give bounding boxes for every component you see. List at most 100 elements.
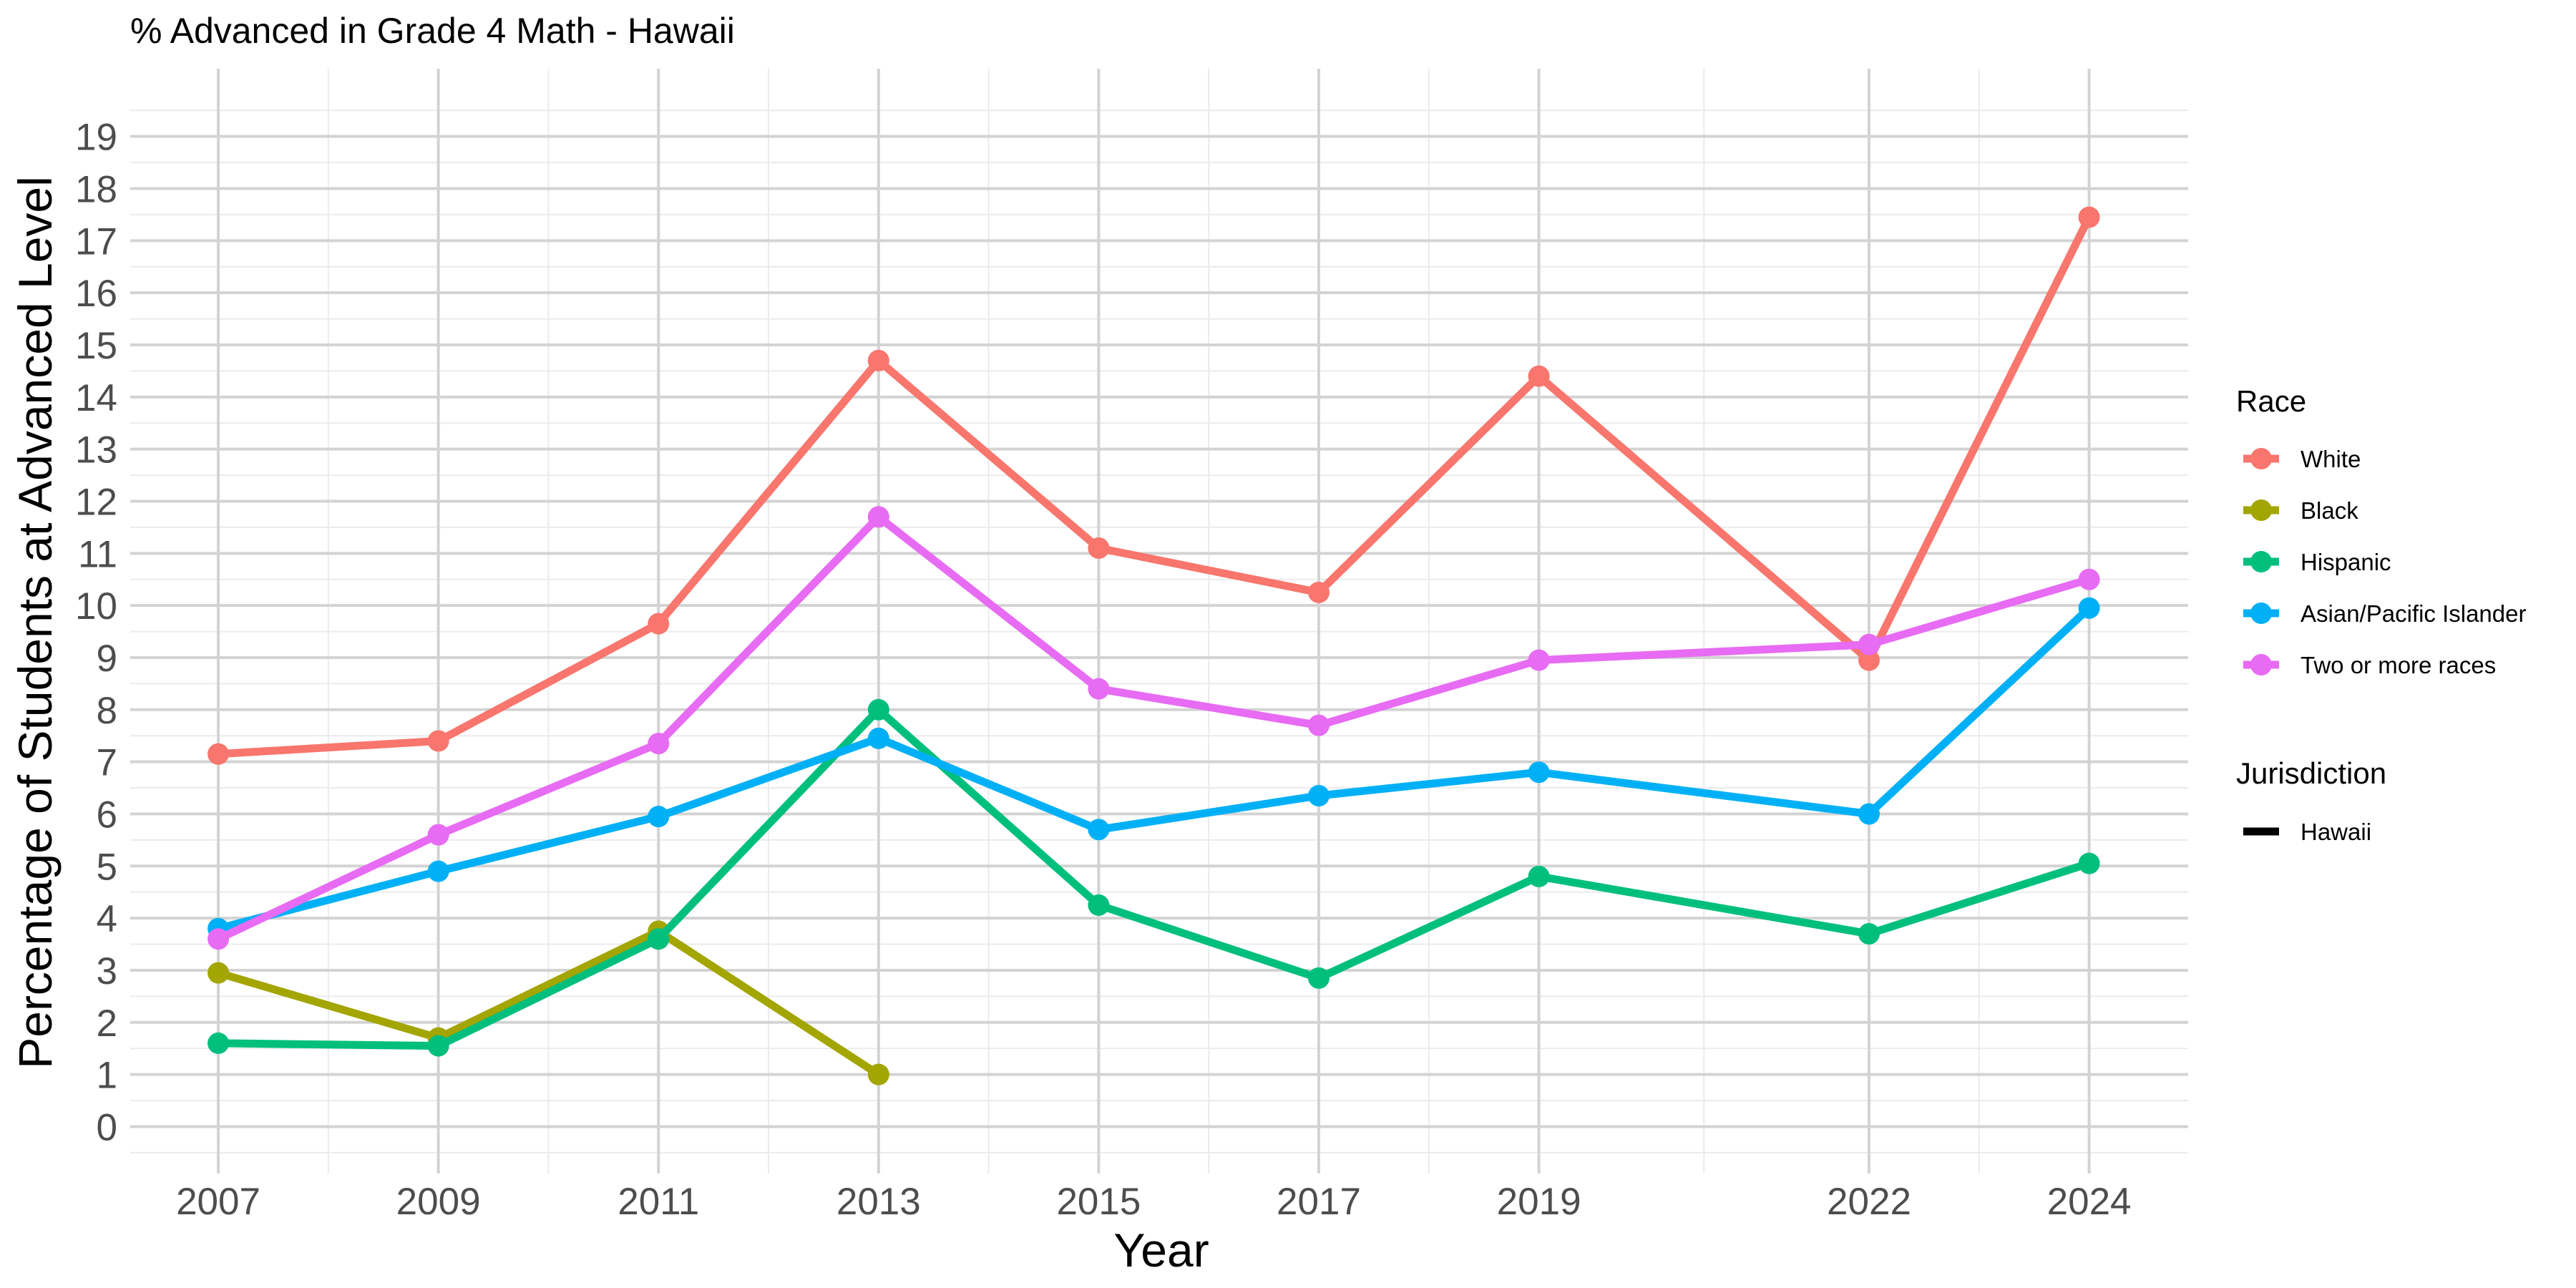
legend-item: White [2243, 446, 2361, 472]
series-line-hispanic [218, 706, 2091, 1050]
legend-label: Hawaii [2301, 819, 2371, 845]
data-point-white [648, 613, 670, 635]
data-point-asian-pacific-islander [1528, 761, 1550, 784]
data-point-white [208, 743, 230, 765]
y-tick-label: 18 [75, 169, 117, 211]
y-tick-label: 9 [97, 638, 117, 680]
data-point-white [867, 349, 889, 371]
data-point-white [1858, 649, 1880, 671]
legend-key-point [2250, 448, 2272, 469]
series-line-asian-pacific-islander [217, 605, 2092, 933]
data-point-two-or-more-races [1858, 633, 1880, 655]
data-point-white [1308, 581, 1330, 603]
data-point-asian-pacific-islander [1858, 803, 1880, 825]
data-point-hispanic [2078, 852, 2100, 874]
y-tick-label: 1 [97, 1055, 117, 1097]
y-tick-label: 10 [75, 585, 117, 628]
data-point-hispanic [208, 1032, 230, 1054]
y-tick-label: 19 [75, 117, 117, 159]
data-point-two-or-more-races [427, 824, 449, 846]
x-tick-label: 2022 [1827, 1181, 1911, 1223]
data-point-hispanic [867, 698, 889, 721]
x-tick-label: 2009 [396, 1181, 481, 1223]
x-tick-label: 2011 [618, 1181, 699, 1223]
y-tick-label: 12 [75, 481, 117, 523]
data-point-two-or-more-races [1308, 714, 1330, 736]
data-point-asian-pacific-islander [2078, 597, 2100, 619]
y-tick-label: 0 [97, 1106, 117, 1148]
x-tick-label: 2019 [1497, 1181, 1581, 1223]
legend-item: Hawaii [2243, 819, 2371, 845]
data-point-asian-pacific-islander [867, 727, 889, 749]
y-tick-label: 7 [97, 742, 117, 784]
data-point-hispanic [1308, 967, 1330, 989]
series-white [208, 206, 2100, 765]
data-point-two-or-more-races [208, 928, 230, 950]
legend-label: Asian/Pacific Islander [2301, 600, 2526, 627]
legend-title-race: Race [2236, 384, 2306, 418]
data-point-white [2078, 206, 2100, 228]
data-point-two-or-more-races [2078, 568, 2100, 590]
legend-label: Hispanic [2301, 549, 2391, 575]
y-tick-label: 13 [75, 429, 117, 472]
y-tick-label: 3 [97, 950, 117, 992]
data-point-black [867, 1063, 889, 1085]
legend-item: Hispanic [2243, 549, 2391, 575]
data-point-two-or-more-races [1088, 678, 1110, 700]
legend-item: Two or more races [2243, 652, 2496, 678]
legend-label: Two or more races [2301, 652, 2496, 678]
x-tick-label: 2007 [176, 1181, 260, 1223]
series-line-black [217, 927, 881, 1078]
y-tick-label: 4 [97, 898, 117, 940]
y-tick-label: 2 [97, 1002, 117, 1045]
y-tick-label: 8 [97, 690, 117, 732]
data-point-two-or-more-races [648, 733, 670, 755]
data-point-hispanic [1528, 865, 1550, 887]
legend-key-point [2250, 551, 2272, 572]
data-point-hispanic [1858, 922, 1880, 945]
x-axis-title: Year [1113, 1224, 1209, 1277]
chart-title: % Advanced in Grade 4 Math - Hawaii [130, 11, 735, 51]
data-point-black [208, 962, 230, 984]
x-tick-label: 2013 [836, 1181, 921, 1223]
legend-label: Black [2301, 497, 2358, 524]
legend-key-point [2250, 499, 2272, 521]
series-hispanic [208, 698, 2100, 1057]
x-tick-label: 2017 [1277, 1181, 1361, 1223]
data-point-asian-pacific-islander [1308, 784, 1330, 806]
data-point-asian-pacific-islander [648, 806, 670, 828]
y-tick-label: 14 [75, 377, 117, 419]
legend-item: Black [2243, 497, 2358, 524]
data-point-hispanic [427, 1035, 449, 1057]
series-layer [208, 206, 2100, 1085]
data-point-asian-pacific-islander [427, 860, 449, 882]
y-tick-label: 15 [75, 325, 117, 367]
series-line-two-or-more-races [216, 512, 2091, 943]
legend-item: Asian/Pacific Islander [2243, 600, 2526, 627]
x-tick-label: 2024 [2047, 1181, 2132, 1223]
y-tick-label: 11 [78, 533, 117, 575]
x-tick-label: 2015 [1056, 1181, 1141, 1223]
legend-label: White [2301, 446, 2361, 472]
data-point-white [427, 730, 449, 752]
y-axis-title: Percentage of Students at Advanced Level [9, 176, 62, 1069]
legend-key-point [2250, 654, 2272, 675]
y-tick-label: 6 [97, 794, 117, 836]
grid-layer [130, 69, 2188, 1174]
data-point-two-or-more-races [1528, 649, 1550, 671]
legend-title-jurisdiction: Jurisdiction [2236, 756, 2386, 790]
data-point-white [1088, 537, 1110, 560]
series-asian-pacific-islander [208, 597, 2100, 940]
data-point-two-or-more-races [867, 506, 889, 528]
y-tick-label: 16 [75, 273, 117, 315]
data-point-asian-pacific-islander [1088, 819, 1110, 841]
data-point-white [1528, 365, 1550, 387]
data-point-hispanic [648, 928, 670, 950]
legend: Race White Black Hispanic Asian/Pacific Isla… [2236, 384, 2526, 845]
series-two-or-more-races [208, 506, 2100, 950]
y-tick-label: 5 [97, 846, 117, 888]
y-tick-label: 17 [75, 220, 117, 263]
